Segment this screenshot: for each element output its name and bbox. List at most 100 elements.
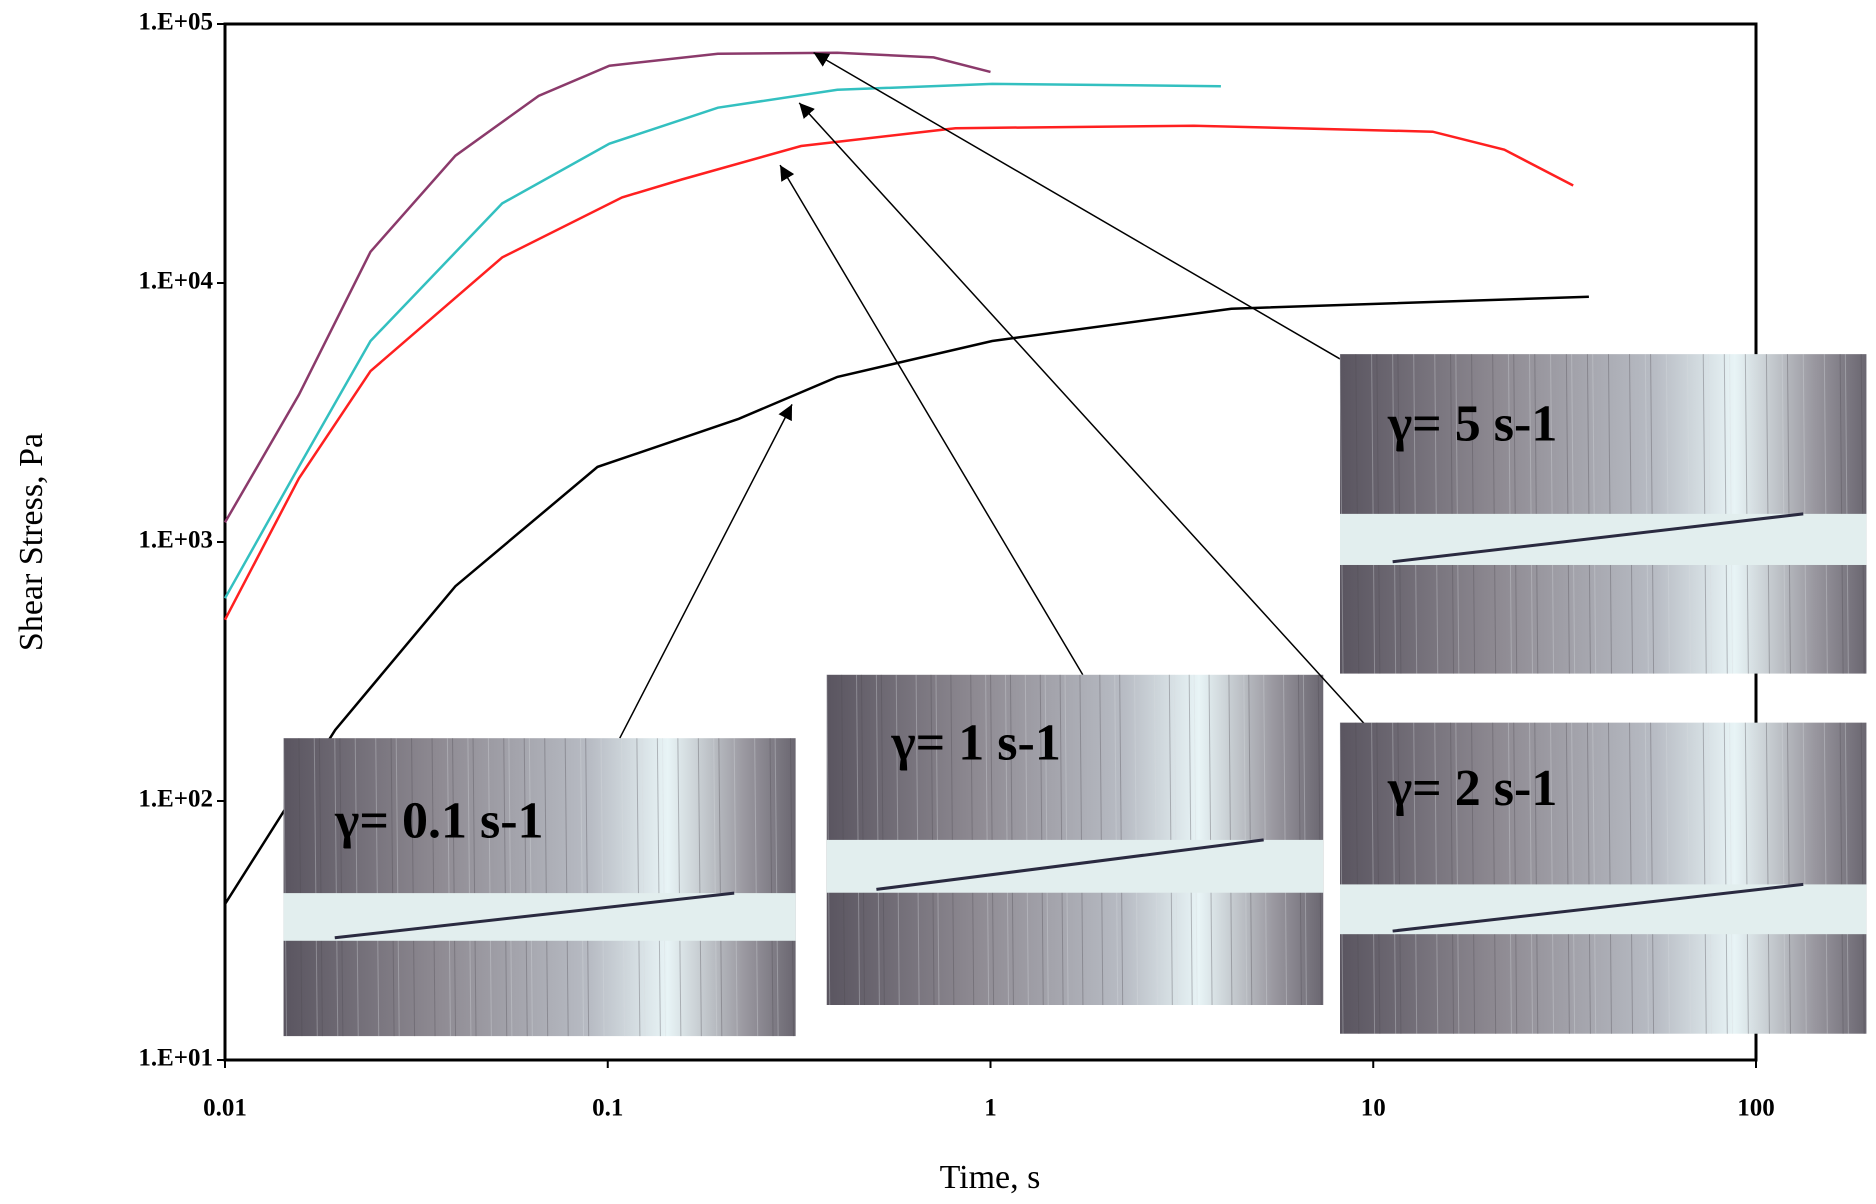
photo-streak xyxy=(1079,674,1084,1006)
photo-streak xyxy=(1644,722,1649,1034)
data-line xyxy=(223,51,991,524)
photo-streak xyxy=(1248,674,1253,1006)
inset-label: γ= 5 s-1 xyxy=(1387,395,1558,452)
photo-streak xyxy=(1134,674,1139,1006)
photo-streak xyxy=(1586,722,1591,1034)
inset-photo: γ= 5 s-1 xyxy=(1339,354,1867,674)
y-axis-title: Shear Stress, Pa xyxy=(13,433,50,651)
photo-streak xyxy=(860,674,865,1006)
photo-streak xyxy=(1397,722,1402,1034)
photo-streak xyxy=(826,674,831,1006)
photo-streak xyxy=(1744,722,1749,1034)
photo-streak xyxy=(1188,674,1193,1006)
photo-streak xyxy=(841,674,846,1006)
photo-streak xyxy=(1592,722,1597,1034)
photo-streak xyxy=(1024,674,1029,1006)
photo-streak xyxy=(769,738,774,1037)
y-tick-label: 1.E+04 xyxy=(138,268,213,295)
photo-streak xyxy=(1708,722,1712,1034)
photo-streak xyxy=(313,738,318,1037)
photo-streak xyxy=(1534,722,1539,1034)
photo-streak xyxy=(487,738,492,1037)
photo-streak xyxy=(1786,722,1791,1034)
photo-background xyxy=(283,738,796,1037)
photo-streak xyxy=(1507,722,1512,1034)
data-line xyxy=(223,295,1589,905)
photo-background xyxy=(826,674,1324,1005)
photo-streak xyxy=(1064,674,1069,1006)
photo-streak xyxy=(636,738,641,1037)
photo-streak xyxy=(354,738,359,1037)
photo-streak xyxy=(334,738,339,1037)
photo-streak xyxy=(1450,722,1455,1034)
photo-streak xyxy=(390,738,395,1037)
photo-streak xyxy=(1283,674,1288,1006)
photo-streak xyxy=(970,674,975,1006)
photo-streak xyxy=(985,674,990,1006)
photo-streak xyxy=(298,738,303,1037)
photo-streak xyxy=(1243,674,1248,1006)
photo-streak xyxy=(774,738,779,1037)
photo-streak xyxy=(431,738,436,1037)
photo-streak xyxy=(1823,722,1828,1034)
inset-photo: γ= 2 s-1 xyxy=(1339,722,1867,1034)
photo-streak xyxy=(395,738,400,1037)
photo-streak xyxy=(1193,674,1198,1006)
photo-streak xyxy=(1114,674,1119,1006)
photo-streak xyxy=(1317,674,1322,1006)
photo-streak xyxy=(446,738,451,1037)
photo-streak xyxy=(1228,674,1233,1006)
photo-streak xyxy=(1702,722,1707,1034)
photo-streak xyxy=(990,674,995,1006)
photo-streak xyxy=(1392,722,1397,1034)
photo-streak xyxy=(697,738,702,1037)
photo-streak xyxy=(1607,722,1612,1034)
photo-streak xyxy=(915,674,920,1006)
pointer-arrow xyxy=(813,51,1341,360)
y-tick-label: 1.E+01 xyxy=(138,1045,213,1072)
photo-streak xyxy=(503,738,508,1037)
photo-streak xyxy=(1208,674,1213,1006)
pointer-arrow xyxy=(798,102,1371,731)
photo-streak xyxy=(1355,722,1360,1034)
photo-streak xyxy=(1039,674,1044,1006)
photo-streak xyxy=(1455,722,1460,1034)
photo-streak xyxy=(1099,674,1104,1006)
data-line xyxy=(223,124,1574,621)
photo-streak xyxy=(1371,722,1376,1034)
x-tick-label: 0.01 xyxy=(203,1095,247,1122)
photo-streak xyxy=(1629,722,1634,1034)
photo-streak xyxy=(528,738,533,1037)
y-tick-label: 1.E+02 xyxy=(138,786,213,813)
photo-streak xyxy=(544,738,549,1037)
photo-streak xyxy=(935,674,940,1006)
photo-streak xyxy=(1153,674,1158,1006)
photo-streak xyxy=(1339,722,1344,1034)
photo-streak xyxy=(1723,722,1728,1034)
photo-streak xyxy=(1860,722,1865,1034)
photo-streak xyxy=(467,738,472,1037)
photo-streak xyxy=(661,738,666,1037)
inset-photo: γ= 1 s-1 xyxy=(826,674,1324,1006)
photo-streak xyxy=(1044,674,1049,1006)
inset-label: γ= 0.1 s-1 xyxy=(334,792,544,849)
x-tick-label: 1 xyxy=(984,1095,997,1122)
y-tick-label: 1.E+05 xyxy=(138,9,213,36)
photo-streak xyxy=(318,738,323,1037)
x-tick-label: 10 xyxy=(1361,1095,1386,1122)
photo-streak xyxy=(1550,722,1555,1034)
photo-streak xyxy=(1513,722,1518,1034)
y-tick-label: 1.E+03 xyxy=(138,527,213,554)
photo-streak xyxy=(580,738,585,1037)
photo-streak xyxy=(875,674,880,1006)
photo-streak xyxy=(585,738,590,1037)
photo-streak xyxy=(733,738,738,1037)
photo-streak xyxy=(1173,674,1178,1006)
photo-streak xyxy=(1729,722,1734,1034)
data-line xyxy=(223,82,1221,599)
photo-streak xyxy=(472,738,477,1037)
photo-streak xyxy=(677,738,682,1037)
photo-streak xyxy=(283,738,288,1037)
photo-background xyxy=(1340,722,1867,1034)
